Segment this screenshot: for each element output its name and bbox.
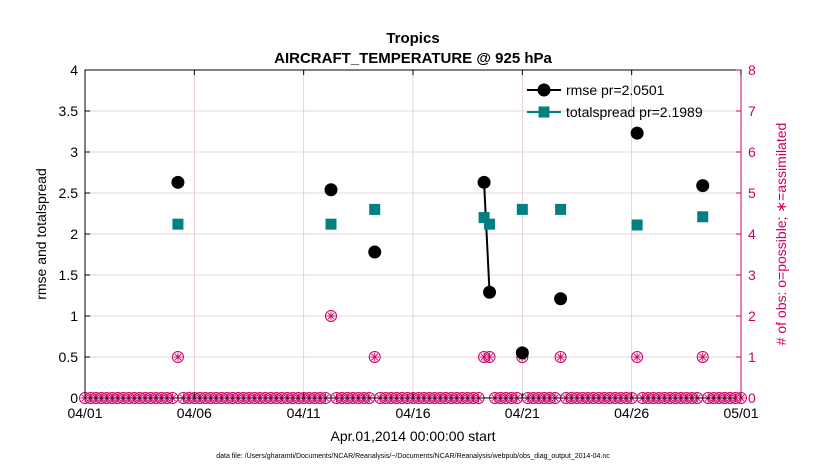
x-tick-label: 04/11	[287, 405, 321, 421]
y2-tick-label: 2	[748, 308, 756, 324]
y-tick-label: 0.5	[59, 349, 79, 365]
y-tick-label: 2.5	[59, 185, 79, 201]
y2-tick-label: 7	[748, 103, 756, 119]
x-axis: 04/01 04/06 04/11 04/16 04/21 04/26 05/01	[67, 70, 759, 421]
obs-assimilated-marker	[632, 352, 642, 362]
obs-assimilated-marker	[370, 352, 380, 362]
y-tick-label: 0	[70, 390, 78, 406]
rmse-point	[554, 292, 568, 306]
legend: rmse pr=2.0501 totalspread pr=2.1989	[527, 82, 703, 120]
totalspread-point	[172, 218, 184, 230]
obs-possible-marker	[325, 310, 337, 322]
legend-rmse-marker	[537, 83, 551, 97]
y-tick-label: 1	[70, 308, 78, 324]
rmse-point	[483, 285, 497, 299]
totalspread-point	[516, 203, 528, 215]
data-series	[171, 126, 710, 360]
series-line-segment	[483, 182, 491, 293]
y2-tick-label: 1	[748, 349, 756, 365]
totalspread-point	[555, 203, 567, 215]
x-tick-label: 04/01	[67, 405, 102, 421]
y2-tick-label: 5	[748, 185, 756, 201]
y-tick-label: 3	[70, 144, 78, 160]
chart-title: Tropics	[386, 30, 439, 47]
obs-possible-marker	[483, 351, 496, 363]
x-tick-label: 04/06	[177, 405, 212, 421]
obs-possible-marker	[368, 351, 381, 363]
obs-assimilated-marker	[173, 352, 183, 362]
obs-assimilated-marker	[326, 311, 336, 321]
totalspread-point	[631, 219, 643, 231]
x-tick-label: 04/21	[505, 405, 540, 421]
y-tick-label: 4	[70, 62, 78, 78]
y-tick-label: 3.5	[59, 103, 79, 119]
totalspread-point	[369, 203, 381, 215]
rmse-point	[515, 346, 529, 360]
y2-tick-label: 3	[748, 267, 756, 283]
rmse-point	[324, 183, 338, 197]
y2-tick-label: 0	[748, 390, 756, 406]
rmse-point	[171, 175, 185, 189]
rmse-point	[696, 179, 710, 193]
obs-possible-marker	[631, 351, 644, 363]
grid	[84, 69, 742, 399]
chart-subtitle: AIRCRAFT_TEMPERATURE @ 925 hPa	[274, 50, 552, 67]
y2-tick-label: 6	[748, 144, 756, 160]
x-tick-label: 04/26	[614, 405, 649, 421]
right-axis: 0 1 2 3 4 5 6 7 8	[736, 62, 756, 406]
y-axis-label: rmse and totalspread	[33, 168, 49, 300]
footnote: data file: /Users/gharamti/Documents/NCA…	[216, 453, 610, 460]
totalspread-point	[478, 212, 490, 224]
left-axis: 0 0.5 1 1.5 2 2.5 3 3.5 4	[59, 62, 90, 406]
rmse-point	[630, 126, 644, 140]
obs-assimilated-marker	[485, 352, 495, 362]
obs-possible-marker	[696, 351, 709, 363]
legend-totalspread-marker	[538, 106, 550, 118]
x-tick-label: 04/16	[395, 405, 430, 421]
y-tick-label: 1.5	[59, 267, 79, 283]
obs-possible-marker	[171, 351, 184, 363]
legend-totalspread-label: totalspread pr=2.1989	[566, 104, 703, 120]
totalspread-point	[697, 211, 709, 223]
rmse-point	[477, 175, 491, 189]
totalspread-point	[484, 218, 496, 230]
y2-tick-label: 8	[748, 62, 756, 78]
y-tick-label: 2	[70, 226, 78, 242]
y2-axis-label: # of obs: o=possible; ∗=assimilated	[773, 123, 789, 346]
x-tick-label: 05/01	[723, 405, 758, 421]
obs-assimilated-marker	[698, 352, 708, 362]
obs-assimilated-marker	[556, 352, 566, 362]
rmse-point	[368, 245, 382, 259]
legend-rmse-label: rmse pr=2.0501	[566, 82, 665, 98]
y2-tick-label: 4	[748, 226, 756, 242]
obs-possible-marker	[554, 351, 567, 363]
x-axis-label: Apr.01,2014 00:00:00 start	[330, 428, 495, 444]
totalspread-point	[325, 218, 337, 230]
